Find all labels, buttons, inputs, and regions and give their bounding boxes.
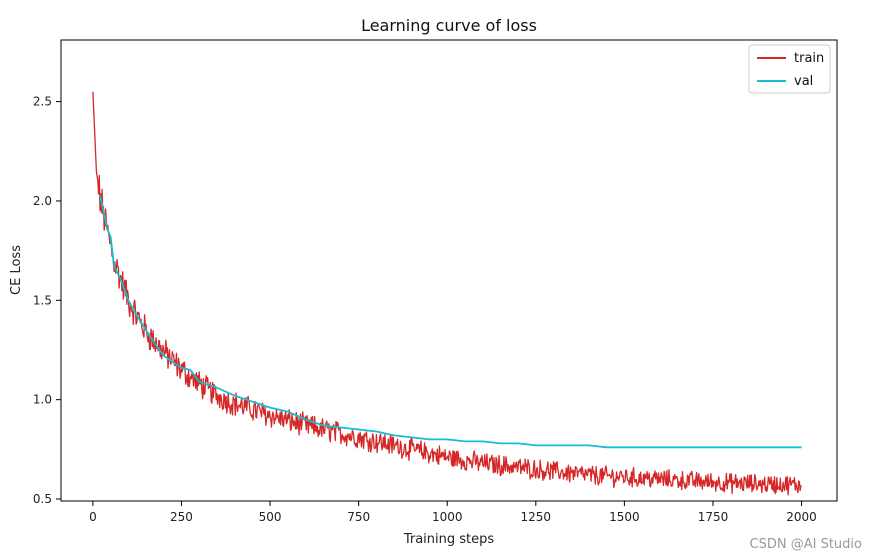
y-tick-label: 1.5 xyxy=(33,293,52,307)
x-tick-label: 1500 xyxy=(609,510,640,524)
x-axis: 0 250 500 750 1000 1250 1500 1750 2000 xyxy=(89,501,817,524)
x-tick-label: 0 xyxy=(89,510,97,524)
legend: train val xyxy=(748,44,831,94)
series-layer xyxy=(92,91,802,496)
series-val-line xyxy=(99,194,802,449)
y-tick-label: 1.0 xyxy=(33,393,52,407)
x-tick-label: 750 xyxy=(347,510,370,524)
x-tick-label: 250 xyxy=(170,510,193,524)
plot-area-frame xyxy=(60,39,838,502)
x-tick-label: 1250 xyxy=(521,510,552,524)
y-axis: 0.5 1.0 1.5 2.0 2.5 xyxy=(33,95,61,506)
y-tick-label: 2.5 xyxy=(33,95,52,109)
x-tick-label: 500 xyxy=(259,510,282,524)
y-tick-label: 0.5 xyxy=(33,492,52,506)
watermark: CSDN @AI Studio xyxy=(749,537,862,552)
series-train-line xyxy=(92,91,802,496)
y-tick-label: 2.0 xyxy=(33,194,52,208)
x-tick-label: 1750 xyxy=(698,510,729,524)
chart-title: Learning curve of loss xyxy=(361,16,537,35)
x-axis-label: Training steps xyxy=(403,532,495,547)
y-axis-label: CE Loss xyxy=(9,245,24,295)
x-tick-label: 1000 xyxy=(432,510,463,524)
legend-train-label: train xyxy=(794,51,824,66)
x-tick-label: 2000 xyxy=(786,510,817,524)
legend-val-label: val xyxy=(794,74,813,89)
